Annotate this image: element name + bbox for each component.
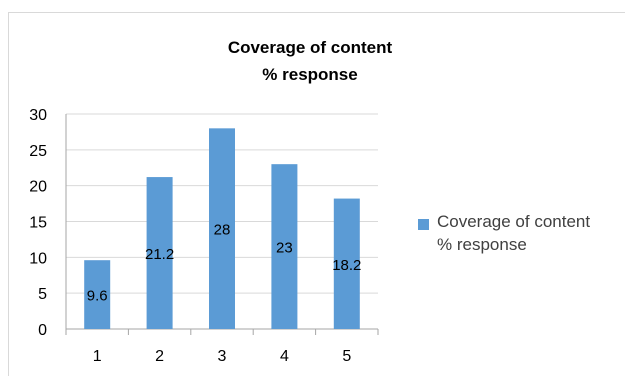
y-tick-label: 15 <box>29 215 47 232</box>
chart-frame <box>8 12 625 376</box>
y-tick-label: 5 <box>38 286 47 303</box>
y-tick-label: 0 <box>38 322 47 339</box>
x-tick-label: 3 <box>218 348 227 365</box>
legend-label: Coverage of content % response <box>437 210 627 256</box>
y-tick-label: 20 <box>29 179 47 196</box>
y-tick-label: 25 <box>29 143 47 160</box>
x-tick-label: 5 <box>342 348 351 365</box>
bar-data-label: 21.2 <box>145 246 174 263</box>
bar <box>84 260 111 329</box>
bar <box>333 198 360 329</box>
bar-data-label: 23 <box>276 240 293 257</box>
bar-data-label: 28 <box>214 222 231 239</box>
x-tick-label: 2 <box>155 348 164 365</box>
y-tick-label: 10 <box>29 250 47 267</box>
chart-title-line-2: % response <box>262 65 358 84</box>
bar <box>146 177 173 329</box>
legend-label-line-2: % response <box>437 235 527 254</box>
bar <box>271 164 298 329</box>
x-tick-label: 4 <box>280 348 289 365</box>
chart-title-line-1: Coverage of content <box>227 38 393 57</box>
legend-label-line-1: Coverage of content <box>437 212 591 231</box>
bar <box>209 128 235 329</box>
y-tick-label: 30 <box>29 107 47 124</box>
bar-data-label: 18.2 <box>332 257 361 274</box>
bar-data-label: 9.6 <box>87 288 108 305</box>
legend-swatch <box>418 219 429 230</box>
x-tick-label: 1 <box>93 348 102 365</box>
